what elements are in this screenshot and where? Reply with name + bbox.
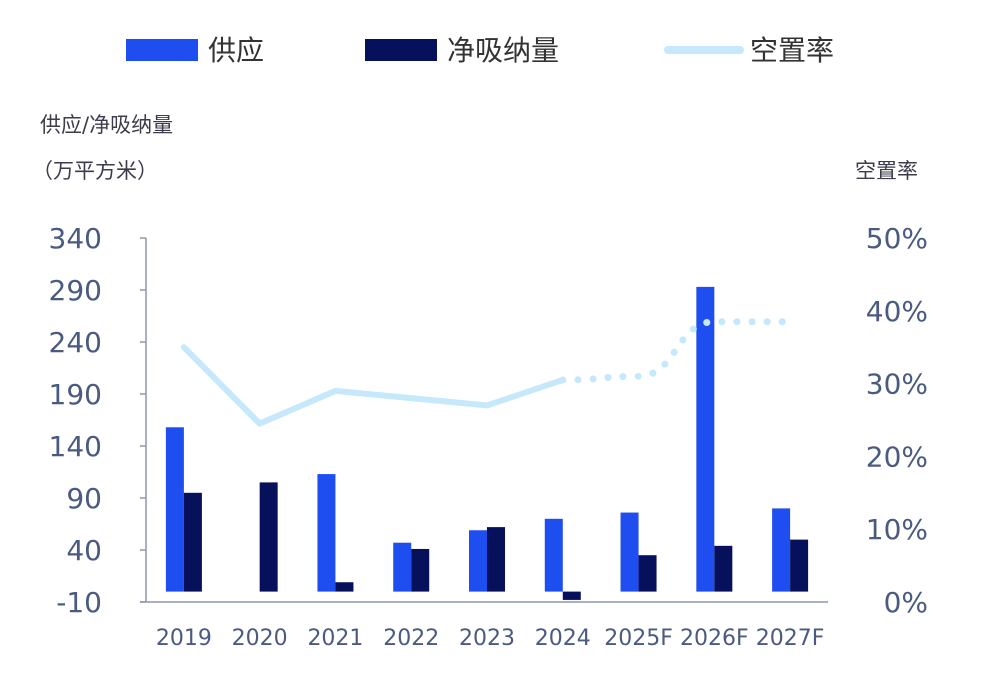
y2-tick-label: 20% bbox=[866, 440, 928, 473]
y2-axis-title: 空置率 bbox=[855, 159, 918, 183]
y2-tick-label: 30% bbox=[866, 368, 928, 401]
legend-label-absorption: 净吸纳量 bbox=[447, 34, 559, 67]
x-tick-label: 2023 bbox=[459, 626, 515, 651]
x-tick-label: 2025F bbox=[604, 626, 673, 651]
supply-bar-2026F bbox=[696, 286, 715, 592]
supply-bar-2025F bbox=[620, 512, 639, 592]
x-tick-label: 2027F bbox=[756, 626, 825, 651]
supply-bar-2023 bbox=[469, 530, 487, 592]
absorption-bar-2024 bbox=[562, 591, 581, 600]
absorption-bar-2026F bbox=[714, 545, 733, 592]
absorption-bar-2027F bbox=[790, 539, 809, 592]
x-tick-label: 2026F bbox=[680, 626, 749, 651]
y-axis-title-line1: 供应/净吸纳量 bbox=[40, 113, 173, 137]
x-tick-label: 2019 bbox=[156, 626, 212, 651]
vacancy-line bbox=[180, 318, 794, 427]
supply-bar-2024 bbox=[544, 518, 563, 592]
y-axis-ticks: 340 290 240 190 140 90 40 -10 bbox=[49, 222, 146, 619]
x-tick-label: 2022 bbox=[383, 626, 439, 651]
absorption-bar-2019 bbox=[183, 492, 202, 592]
supply-bar-2021 bbox=[317, 474, 336, 592]
supply-bar-2027F bbox=[772, 508, 791, 592]
vacancy-line-forecast bbox=[559, 318, 794, 384]
legend: 供应 净吸纳量 空置率 bbox=[126, 34, 834, 67]
legend-label-vacancy: 空置率 bbox=[750, 34, 834, 67]
y-tick-label: 290 bbox=[49, 274, 102, 307]
legend-swatch-supply bbox=[126, 39, 198, 61]
y2-tick-label: 0% bbox=[884, 586, 928, 619]
y-tick-label: -10 bbox=[56, 586, 102, 619]
x-tick-label: 2021 bbox=[307, 626, 363, 651]
y-tick-label: 90 bbox=[66, 482, 102, 515]
x-axis-ticks: 2019 2020 2021 2022 2023 2024 2025F 2026F 2027F bbox=[156, 626, 825, 651]
y2-tick-label: 40% bbox=[866, 295, 928, 328]
legend-label-supply: 供应 bbox=[208, 34, 264, 67]
x-tick-label: 2020 bbox=[232, 626, 288, 651]
bars bbox=[165, 286, 809, 600]
supply-bar-2022 bbox=[393, 542, 412, 592]
absorption-bar-2022 bbox=[411, 548, 430, 592]
y-tick-label: 40 bbox=[66, 534, 102, 567]
y-tick-label: 190 bbox=[49, 378, 102, 411]
absorption-bar-2021 bbox=[335, 582, 354, 592]
y-tick-label: 140 bbox=[49, 430, 102, 463]
absorption-bar-2025F bbox=[638, 555, 657, 592]
y2-axis-ticks: 50% 40% 30% 20% 10% 0% bbox=[866, 222, 928, 619]
absorption-bar-2023 bbox=[487, 527, 505, 592]
x-tick-label: 2024 bbox=[535, 626, 591, 651]
legend-swatch-absorption bbox=[365, 39, 437, 61]
y-tick-label: 240 bbox=[49, 326, 102, 359]
y-axis-title-line2: （万平方米） bbox=[32, 159, 158, 183]
supply-bar-2019 bbox=[165, 427, 184, 592]
vacancy-line-actual bbox=[180, 344, 566, 427]
y2-tick-label: 10% bbox=[866, 513, 928, 546]
y2-tick-label: 50% bbox=[866, 222, 928, 255]
absorption-bar-2020 bbox=[259, 482, 278, 592]
y-tick-label: 340 bbox=[49, 222, 102, 255]
